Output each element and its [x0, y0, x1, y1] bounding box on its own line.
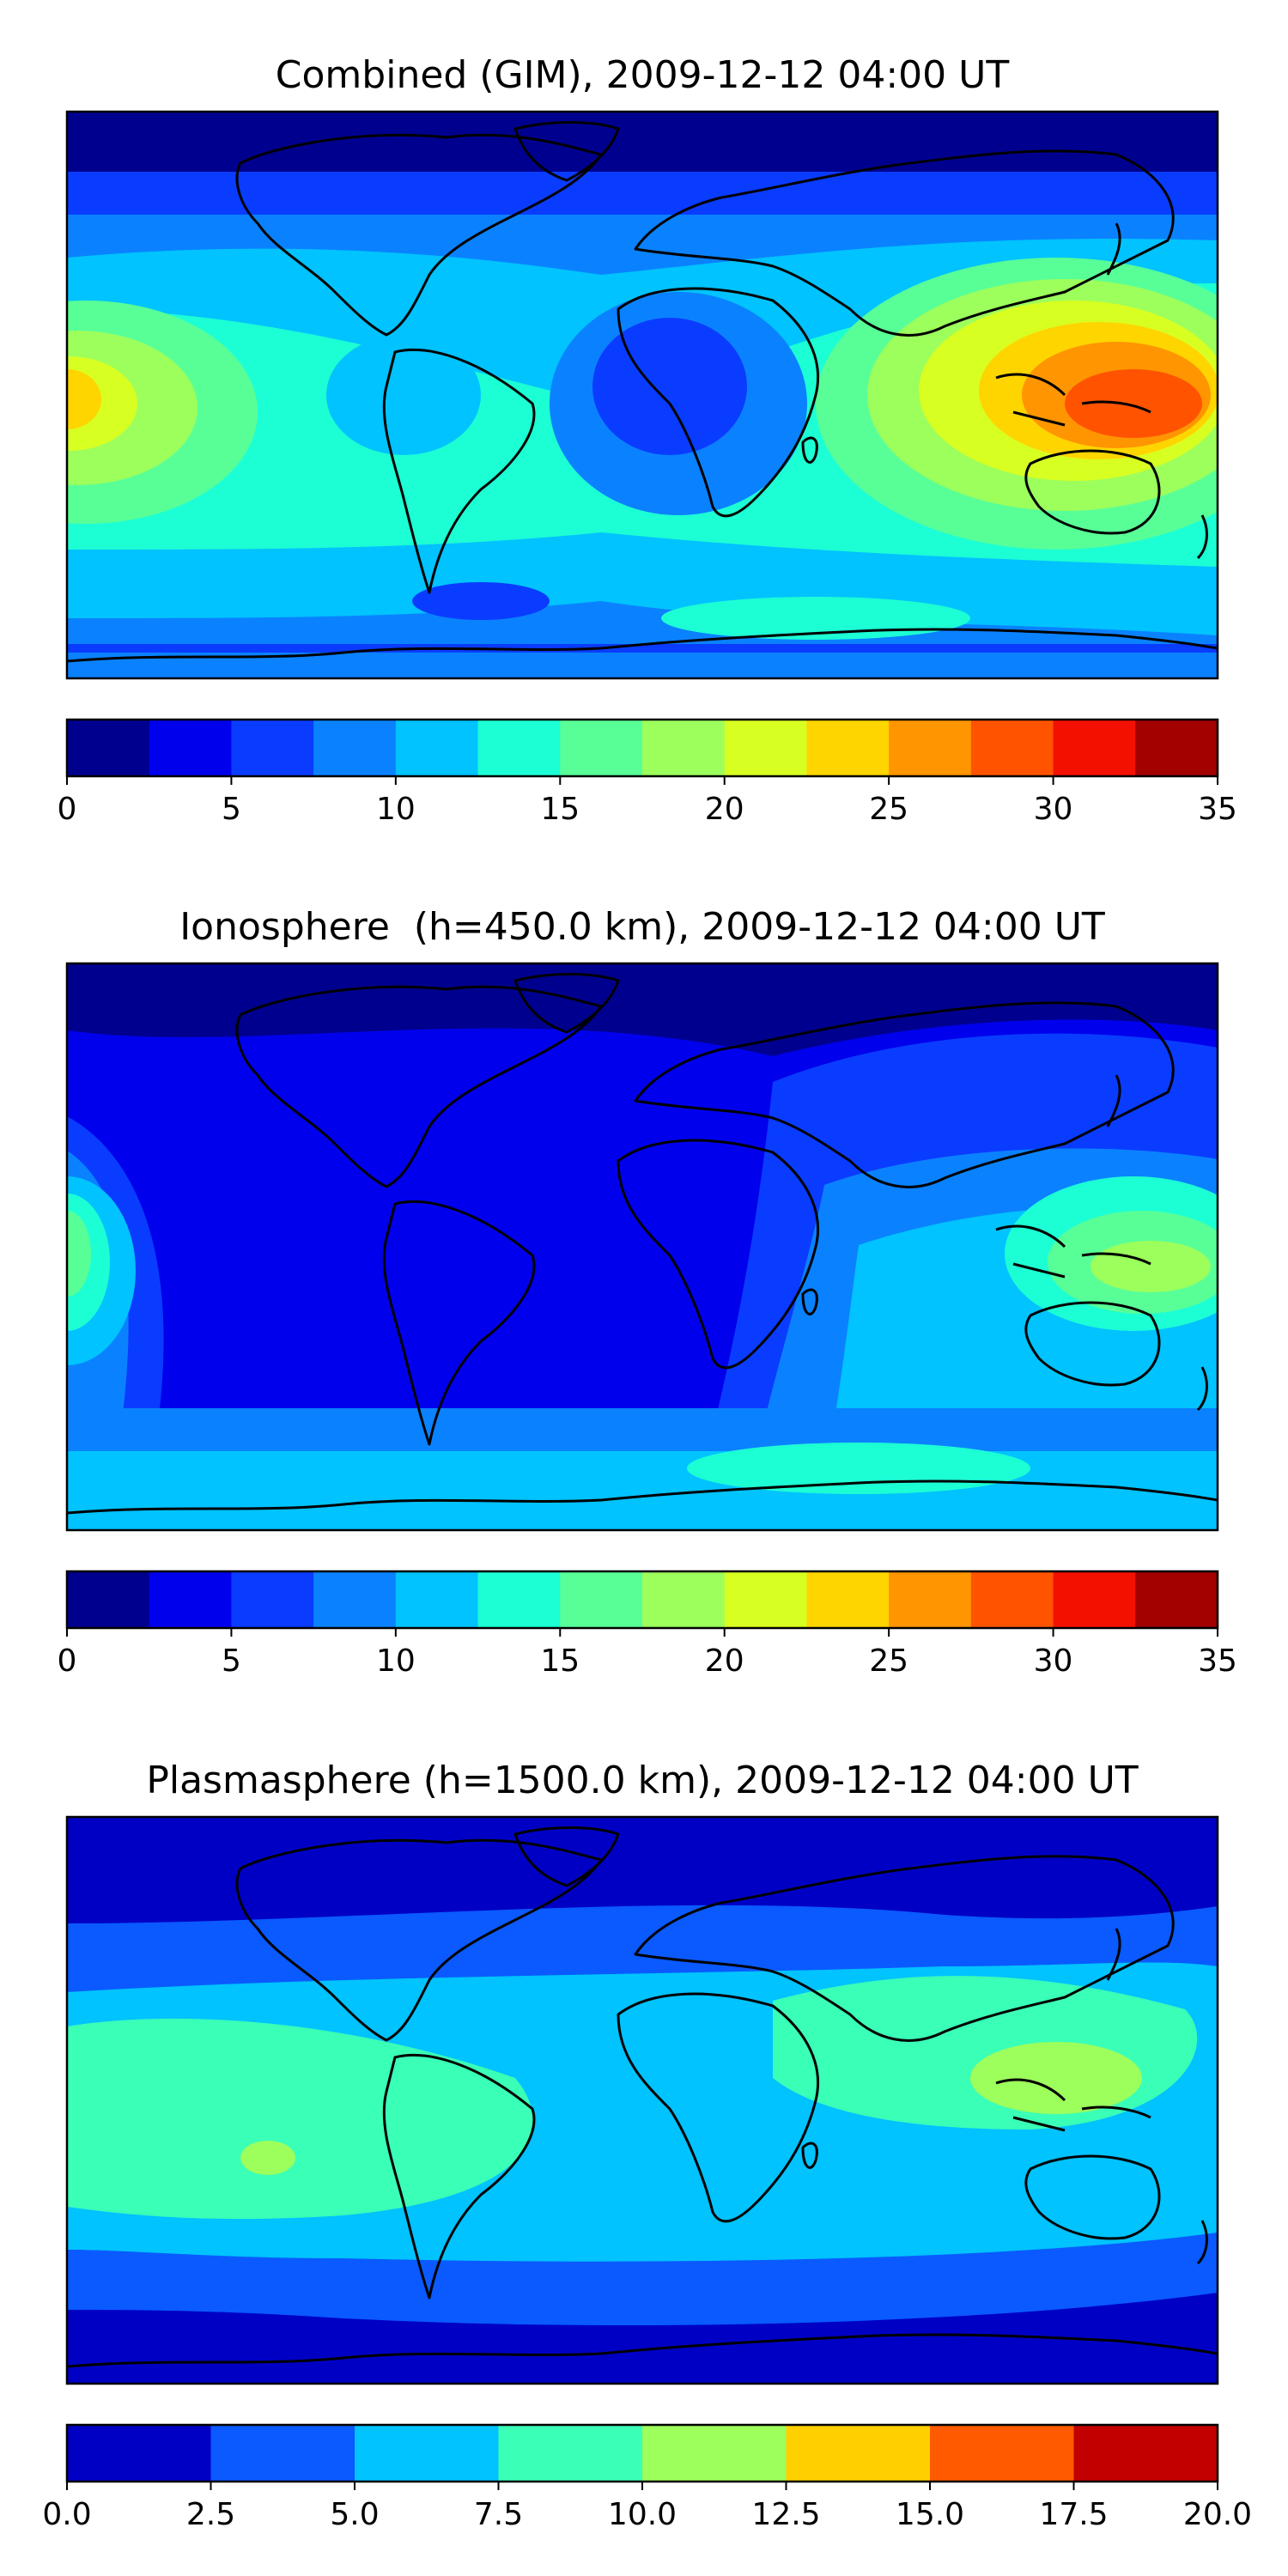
colorbar-segment — [67, 2425, 211, 2482]
colorbar-segment — [1053, 1571, 1136, 1628]
colorbar-segment — [149, 1571, 232, 1628]
colorbar-segment — [149, 720, 232, 776]
colorbar-tick-label: 10.0 — [608, 2497, 677, 2532]
colorbar-segment — [889, 1571, 972, 1628]
panel-combined: Combined (GIM), 2009-12-12 04:00 UT — [58, 53, 1237, 827]
colorbar-tick-label: 25 — [869, 792, 908, 827]
contour-max — [240, 2141, 295, 2175]
colorbar-tick-label: 25 — [869, 1643, 908, 1679]
colorbar-segment — [477, 1571, 561, 1628]
colorbar-tick-label: 0 — [58, 1643, 77, 1679]
colorbar-tick-label: 2.5 — [186, 2497, 235, 2532]
colorbar-segment — [395, 1571, 479, 1628]
colorbar-segment — [642, 720, 726, 776]
colorbar: 0 5 10 15 20 25 30 35 — [58, 1570, 1237, 1679]
colorbar-segment — [1135, 720, 1218, 776]
colorbar-tick-label: 5 — [222, 792, 241, 827]
colorbar-tick-label: 15 — [540, 1643, 580, 1679]
colorbar-segment — [889, 720, 972, 776]
colorbar-tick-label: 0 — [58, 792, 77, 827]
contour-min — [412, 582, 550, 620]
colorbar-tick-label: 35 — [1198, 792, 1237, 827]
colorbar-segment — [210, 2425, 355, 2482]
colorbar-segment — [395, 720, 479, 776]
colorbar-segment — [970, 1571, 1054, 1628]
contour-min — [592, 318, 747, 455]
contour-max — [67, 1211, 91, 1297]
colorbar-tick-label: 30 — [1034, 792, 1073, 827]
colorbar-tick-label: 15.0 — [896, 2497, 964, 2532]
colorbar-segment — [231, 1571, 314, 1628]
contour-band — [687, 1443, 1030, 1494]
panel-ionosphere: Ionosphere (h=450.0 km), 2009-12-12 04:0… — [58, 905, 1237, 1679]
contour-max — [67, 369, 101, 429]
map-frame — [65, 962, 1219, 1532]
contour-band — [773, 1976, 1198, 2129]
colorbar-tick-label: 20 — [705, 1643, 744, 1679]
colorbar: 0 5 10 15 20 25 30 35 — [58, 718, 1237, 827]
colorbar-segment — [806, 720, 890, 776]
colorbar-segment — [355, 2425, 499, 2482]
chart-title: Combined (GIM), 2009-12-12 04:00 UT — [276, 53, 1010, 97]
colorbar-segment — [67, 1571, 150, 1628]
colorbar-tick-label: 20 — [705, 792, 744, 827]
colorbar-tick-label: 20.0 — [1183, 2497, 1252, 2532]
colorbar-segment — [1073, 2425, 1218, 2482]
colorbar-tick-label: 15 — [540, 792, 580, 827]
colorbar-frame — [65, 1570, 1219, 1630]
colorbar-tick-label: 35 — [1198, 1643, 1237, 1679]
colorbar-segment — [642, 1571, 726, 1628]
colorbar-tick-label: 12.5 — [751, 2497, 820, 2532]
colorbar-tick-label: 30 — [1034, 1643, 1073, 1679]
colorbar-segment — [806, 1571, 890, 1628]
contour-max — [970, 2042, 1142, 2114]
colorbar-segment — [1135, 1571, 1218, 1628]
colorbar-segment — [477, 720, 561, 776]
map-frame — [65, 110, 1219, 680]
colorbar: 0.0 2.5 5.0 7.5 10.0 12.5 15.0 17.5 20.0 — [42, 2423, 1252, 2532]
colorbar-tick-label: 5 — [222, 1643, 241, 1679]
colorbar-segment — [313, 720, 397, 776]
colorbar-tick-label: 17.5 — [1039, 2497, 1108, 2532]
panel-plasmasphere: Plasmasphere (h=1500.0 km), 2009-12-12 0… — [42, 1759, 1252, 2532]
colorbar-segment — [1053, 720, 1136, 776]
map-field — [67, 963, 1218, 1530]
colorbar-tick-label: 10 — [376, 1643, 416, 1679]
colorbar-tick-label: 0.0 — [42, 2497, 91, 2532]
chart-title: Ionosphere (h=450.0 km), 2009-12-12 04:0… — [179, 905, 1105, 949]
colorbar-segment — [786, 2425, 931, 2482]
colorbar-segment — [724, 1571, 807, 1628]
colorbar-segment — [313, 1571, 397, 1628]
contour-max — [1091, 1241, 1211, 1292]
colorbar-segment — [930, 2425, 1074, 2482]
colorbar-segment — [560, 720, 643, 776]
chart-title: Plasmasphere (h=1500.0 km), 2009-12-12 0… — [146, 1759, 1138, 1802]
colorbar-tick-label: 5.0 — [330, 2497, 379, 2532]
colorbar-segment — [970, 720, 1054, 776]
colorbar-segment — [724, 720, 807, 776]
map-field — [67, 112, 1218, 678]
colorbar-frame — [65, 718, 1219, 778]
contour-min — [326, 335, 481, 455]
colorbar-segment — [560, 1571, 643, 1628]
colorbar-tick-label: 7.5 — [474, 2497, 523, 2532]
colorbar-tick-label: 10 — [376, 792, 416, 827]
map-frame — [65, 1815, 1219, 2385]
colorbar-segment — [498, 2425, 643, 2482]
contour-max — [1065, 369, 1202, 438]
contour-band — [67, 2018, 533, 2220]
colorbar-segment — [67, 720, 150, 776]
colorbar-segment — [231, 720, 314, 776]
colorbar-segment — [642, 2425, 787, 2482]
